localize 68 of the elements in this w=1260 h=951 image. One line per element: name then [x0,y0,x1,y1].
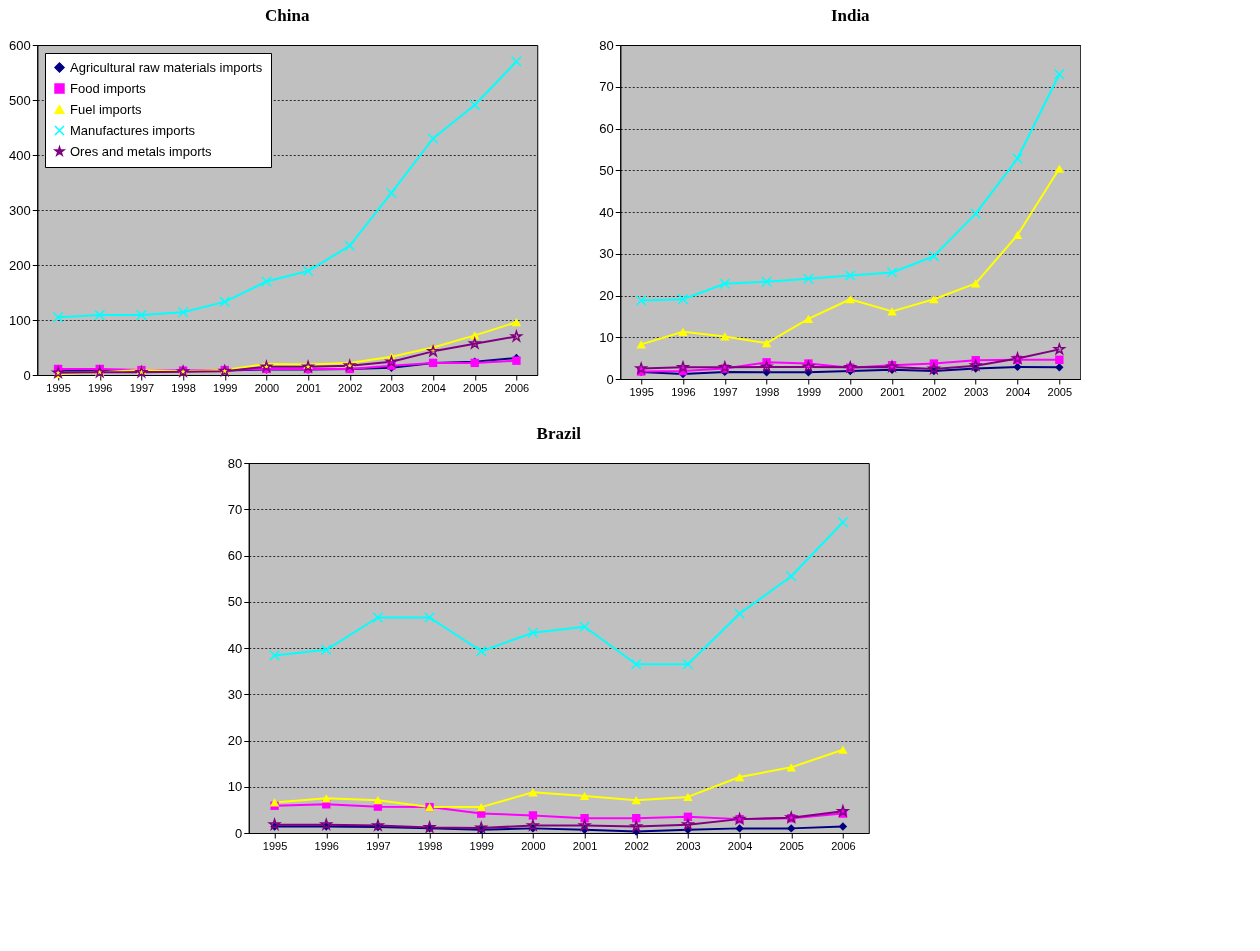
x-tick-label: 2000 [521,839,546,852]
y-tick-label: 10 [227,779,243,795]
x-tick-label: 1999 [796,385,822,398]
x-tick-label: 1996 [314,839,339,852]
x-tick-label: 2006 [831,839,856,852]
x-tick-label: 2002 [338,381,363,394]
x-tick-label: 2001 [572,839,598,852]
y-tick-label: 0 [606,371,614,387]
y-tick-label: 20 [227,733,243,748]
y-tick-label: 60 [599,121,614,136]
y-tick-label: 60 [227,548,243,563]
x-tick-label: 1997 [129,381,155,394]
x-tick-label: 2003 [676,839,701,852]
x-tick-label: 1998 [171,381,196,394]
legend-label: Food imports [70,80,147,96]
y-tick-label: 0 [23,367,31,383]
chart-title: China [265,6,310,25]
x-tick-label: 1999 [469,839,494,852]
x-tick-label: 1998 [417,839,443,852]
x-tick-label: 1997 [366,839,391,852]
x-tick-label: 1995 [46,381,71,394]
y-tick-label: 30 [599,246,614,262]
x-tick-label: 1995 [629,385,654,398]
y-tick-label: 70 [227,501,243,517]
x-tick-label: 1997 [713,385,738,398]
x-tick-label: 2003 [963,385,989,398]
y-tick-label: 40 [599,204,614,220]
x-tick-label: 1998 [754,385,780,398]
legend-label: Ores and metals imports [70,143,213,159]
chart-title: India [830,6,871,25]
y-tick-label: 10 [599,329,614,345]
x-tick-label: 2000 [254,381,280,394]
chart-title: Brazil [536,424,582,443]
y-tick-label: 200 [9,257,31,273]
y-tick-label: 20 [599,288,614,303]
legend-label: Fuel imports [70,101,143,117]
x-tick-label: 2000 [838,385,863,398]
x-tick-label: 2004 [421,381,446,394]
y-tick-label: 40 [227,640,243,656]
x-tick-label: 2004 [727,839,753,852]
y-tick-label: 80 [227,455,243,471]
x-tick-label: 2005 [1047,385,1073,398]
legend-label: Agricultural raw materials imports [70,59,263,75]
x-tick-label: 2002 [922,385,947,398]
x-tick-label: 2003 [379,381,405,394]
y-tick-label: 50 [599,162,614,178]
x-tick-label: 1996 [88,381,113,394]
y-tick-label: 500 [9,92,31,108]
y-tick-label: 0 [235,825,243,841]
x-tick-label: 2005 [779,839,804,852]
y-tick-label: 70 [599,79,614,95]
x-tick-label: 2001 [880,385,905,398]
y-tick-label: 30 [227,686,243,702]
x-tick-label: 1999 [213,381,238,394]
y-tick-label: 600 [9,37,31,53]
x-tick-label: 1996 [671,385,696,398]
y-tick-label: 50 [227,594,243,610]
y-tick-label: 80 [599,37,614,53]
x-tick-label: 2001 [296,381,321,394]
y-tick-label: 100 [9,312,31,328]
x-tick-label: 2004 [1005,385,1031,398]
x-tick-label: 1995 [262,839,288,852]
y-tick-label: 400 [9,147,31,163]
x-tick-label: 2002 [624,839,649,852]
x-tick-label: 2005 [463,381,488,394]
x-tick-label: 2006 [504,381,530,394]
legend-label: Manufactures imports [70,122,196,138]
y-tick-label: 300 [9,202,31,218]
